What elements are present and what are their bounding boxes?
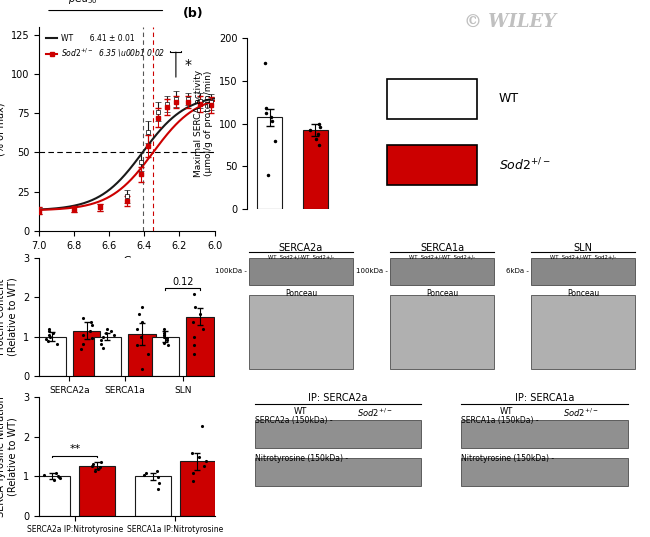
Bar [389,258,495,285]
Text: WT  Sod2+/-WT  Sod2+/-: WT Sod2+/-WT Sod2+/- [409,255,475,260]
Bar [387,78,476,119]
X-axis label: pCa: pCa [116,256,138,266]
Bar [255,458,421,486]
Text: Ponceau: Ponceau [426,289,458,299]
Text: SERCA1a: SERCA1a [420,243,464,253]
Text: Nitrotyrosine (150kDa) -: Nitrotyrosine (150kDa) - [461,454,554,463]
Y-axis label: Protein Content
(Relative to WT): Protein Content (Relative to WT) [0,278,18,356]
Bar [73,331,101,376]
Text: WT: WT [293,407,307,416]
Text: IP: SERCA1a: IP: SERCA1a [515,393,574,403]
Bar [257,118,283,209]
Text: Nitrotyrosine (150kDa) -: Nitrotyrosine (150kDa) - [255,454,348,463]
Text: **: ** [69,445,81,454]
Text: $Sod2^{+/-}$: $Sod2^{+/-}$ [357,407,393,419]
Text: Ponceau: Ponceau [567,289,599,299]
Text: Ponceau: Ponceau [285,289,317,299]
Bar [248,295,354,369]
Y-axis label: Maximal SERCA activity
(µmol/g of protein/min): Maximal SERCA activity (µmol/g of protei… [194,70,213,177]
Text: WT: WT [499,407,513,416]
Bar [179,461,215,516]
Text: IP: SERCA2a: IP: SERCA2a [309,393,368,403]
Text: (b): (b) [183,7,204,20]
Bar [94,337,121,376]
Bar [302,129,328,209]
Bar [389,295,495,369]
Bar [387,145,476,185]
Bar [38,337,66,376]
Text: $pCa_{50}$: $pCa_{50}$ [68,0,98,6]
Bar [461,458,628,486]
Text: WT: WT [499,92,519,105]
Y-axis label: SERCA Activity
(% of max): SERCA Activity (% of max) [0,93,5,165]
Text: 0.12: 0.12 [172,277,194,287]
Text: SERCA2a: SERCA2a [279,243,323,253]
Bar [34,476,70,516]
Bar [461,420,628,448]
Bar [248,258,354,285]
Text: *: * [185,57,192,71]
Text: 100kDa -: 100kDa - [356,268,387,274]
Text: $Sod2^{+/-}$: $Sod2^{+/-}$ [564,407,599,419]
Text: SERCA1a (150kDa) -: SERCA1a (150kDa) - [461,416,539,425]
Bar [530,258,636,285]
Text: SERCA2a (150kDa) -: SERCA2a (150kDa) - [255,416,333,425]
Legend: WT       6.41 ± 0.01, $Sod2^{+/-}$  6.35 \u00b1 0.02: WT 6.41 ± 0.01, $Sod2^{+/-}$ 6.35 \u00b1… [43,31,168,62]
Text: WT  Sod2+/-WT  Sod2+/-: WT Sod2+/-WT Sod2+/- [268,255,334,260]
Text: 100kDa -: 100kDa - [214,268,246,274]
Bar [151,337,179,376]
Y-axis label: SERCA Tyrosine Nitration
(Relative to WT): SERCA Tyrosine Nitration (Relative to WT… [0,396,18,517]
Bar [135,476,170,516]
Bar [128,334,156,376]
Bar [255,420,421,448]
Bar [530,295,636,369]
Text: © WILEY: © WILEY [464,12,556,31]
Text: 6kDa -: 6kDa - [506,268,528,274]
Text: SLN: SLN [573,243,593,253]
Bar [79,466,115,516]
Text: $\it{Sod2^{+/-}}$: $\it{Sod2^{+/-}}$ [499,157,551,173]
Text: WT  Sod2+/-WT  Sod2+/-: WT Sod2+/-WT Sod2+/- [550,255,616,260]
Bar [186,317,214,376]
